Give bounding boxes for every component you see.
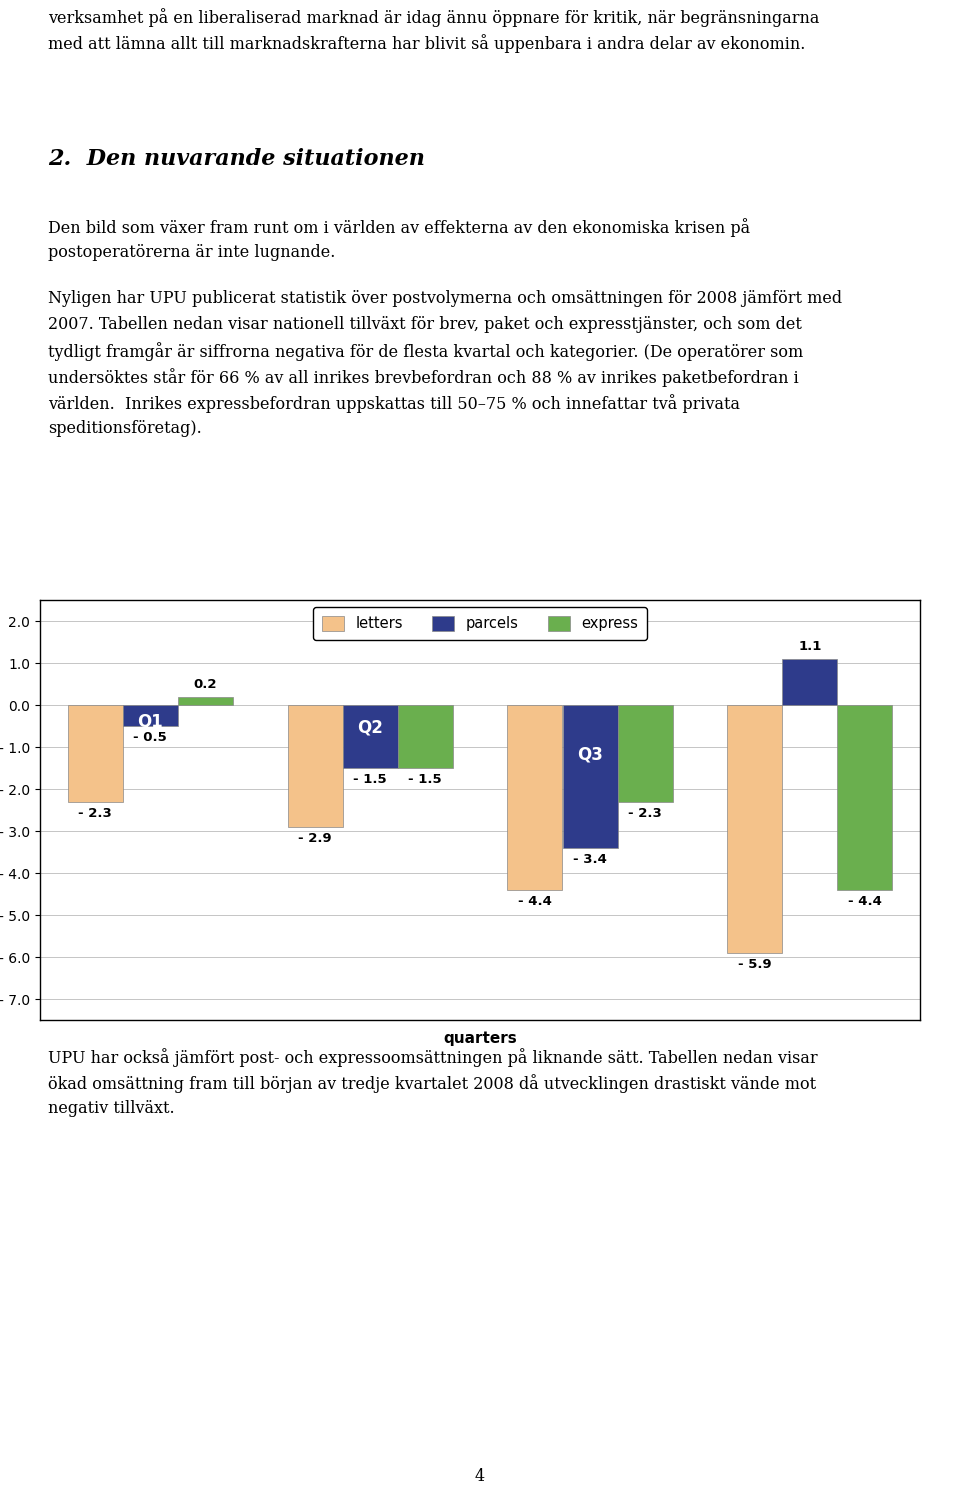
- Bar: [397, 705, 452, 769]
- Text: verksamhet på en liberaliserad marknad är idag ännu öppnare för kritik, när begr: verksamhet på en liberaliserad marknad ä…: [48, 8, 820, 27]
- Bar: [837, 705, 893, 890]
- Text: 4: 4: [475, 1468, 485, 1484]
- Bar: [123, 705, 178, 726]
- Text: 0.2: 0.2: [193, 678, 217, 692]
- Text: - 1.5: - 1.5: [353, 773, 387, 787]
- Text: Q4: Q4: [797, 713, 823, 731]
- Text: postoperatörerna är inte lugnande.: postoperatörerna är inte lugnande.: [48, 244, 335, 262]
- Text: Q3: Q3: [577, 746, 603, 764]
- Text: ökad omsättning fram till början av tredje kvartalet 2008 då utvecklingen drasti: ökad omsättning fram till början av tred…: [48, 1074, 816, 1093]
- Bar: [287, 705, 343, 827]
- X-axis label: quarters: quarters: [444, 1032, 516, 1047]
- Text: - 5.9: - 5.9: [738, 958, 772, 972]
- Text: - 2.3: - 2.3: [628, 808, 661, 820]
- Legend: letters, parcels, express: letters, parcels, express: [313, 608, 647, 641]
- Text: negativ tillväxt.: negativ tillväxt.: [48, 1099, 175, 1117]
- Text: 2007. Tabellen nedan visar nationell tillväxt för brev, paket och expresstjänste: 2007. Tabellen nedan visar nationell til…: [48, 316, 802, 332]
- Text: - 0.5: - 0.5: [133, 731, 167, 744]
- Text: med att lämna allt till marknadskrafterna har blivit så uppenbara i andra delar : med att lämna allt till marknadskraftern…: [48, 35, 805, 53]
- Text: undersöktes står för 66 % av all inrikes brevbefordran och 88 % av inrikes paket: undersöktes står för 66 % av all inrikes…: [48, 368, 799, 387]
- Bar: [67, 705, 123, 802]
- Text: tydligt framgår är siffrorna negativa för de flesta kvartal och kategorier. (De : tydligt framgår är siffrorna negativa fö…: [48, 341, 804, 361]
- Text: Q1: Q1: [137, 713, 163, 731]
- Bar: [563, 705, 617, 848]
- Text: Nyligen har UPU publicerat statistik över postvolymerna och omsättningen för 200: Nyligen har UPU publicerat statistik öve…: [48, 290, 842, 307]
- Text: - 2.9: - 2.9: [299, 832, 332, 845]
- Text: UPU har också jämfört post- och expressoomsättningen på liknande sätt. Tabellen : UPU har också jämfört post- och expresso…: [48, 1048, 818, 1066]
- Text: Den bild som växer fram runt om i världen av effekterna av den ekonomiska krisen: Den bild som växer fram runt om i världe…: [48, 218, 750, 238]
- Text: - 4.4: - 4.4: [848, 895, 882, 908]
- Bar: [782, 659, 837, 705]
- Text: 1.1: 1.1: [799, 641, 822, 653]
- Text: - 2.3: - 2.3: [78, 808, 112, 820]
- Bar: [728, 705, 782, 954]
- Bar: [343, 705, 397, 769]
- Text: 2.  Den nuvarande situationen: 2. Den nuvarande situationen: [48, 147, 425, 170]
- Bar: [508, 705, 563, 890]
- Text: speditionsföretag).: speditionsföretag).: [48, 420, 202, 438]
- Text: Q2: Q2: [357, 717, 383, 735]
- Bar: [617, 705, 673, 802]
- Text: - 1.5: - 1.5: [408, 773, 442, 787]
- Text: - 3.4: - 3.4: [573, 853, 607, 866]
- Text: världen.  Inrikes expressbefordran uppskattas till 50–75 % och innefattar två pr: världen. Inrikes expressbefordran uppska…: [48, 394, 740, 414]
- Text: - 4.4: - 4.4: [518, 895, 552, 908]
- Bar: [178, 696, 232, 705]
